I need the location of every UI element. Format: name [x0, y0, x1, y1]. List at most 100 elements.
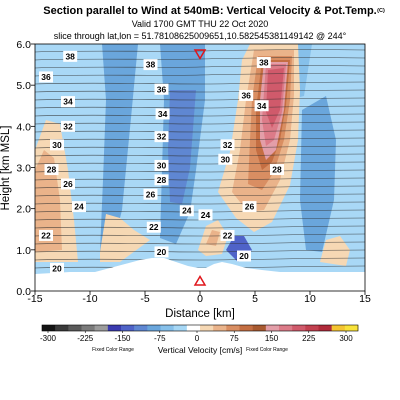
isentrope-contours [35, 49, 365, 285]
colorbar-tick-label: 150 [265, 334, 279, 343]
contour-label: 20 [239, 251, 249, 261]
contour-label-box [220, 229, 235, 241]
colorbar-swatch [147, 325, 161, 331]
contour-label: 26 [63, 179, 73, 189]
colorbar-tick-label: -150 [114, 334, 131, 343]
contour-label: 20 [52, 263, 62, 273]
colorbar-tick-label: 0 [195, 334, 200, 343]
colorbar-tick-label: 75 [230, 334, 239, 343]
contour-label: 38 [65, 51, 75, 61]
contour-label-box [198, 209, 213, 221]
colorbar-swatch [186, 325, 201, 331]
colorbar-swatch [68, 325, 82, 331]
y-tick-label: 6.0 [16, 39, 31, 51]
chart-title: Section parallel to Wind at 540mB: Verti… [43, 5, 376, 17]
y-tick-label: 4.0 [16, 121, 31, 133]
y-tick-label: 2.0 [16, 204, 31, 216]
colorbar-swatch [279, 325, 293, 331]
contour-label: 24 [182, 206, 192, 216]
colorbar-swatch [94, 325, 109, 331]
downdraft-inner-center [168, 90, 196, 204]
x-tick-label: -15 [27, 293, 42, 305]
contour-label-box [218, 153, 233, 165]
contour-label: 32 [63, 121, 73, 131]
colorbar-swatch [81, 325, 95, 331]
contour-label-box [254, 100, 269, 112]
valid-time: Valid 1700 GMT THU 22 Oct 2020 [132, 19, 269, 29]
contour-label-box [50, 139, 64, 151]
copyright-mark: (C) [377, 8, 385, 14]
contour-label-box [61, 178, 75, 190]
triangle-down-marker [193, 49, 207, 61]
colorbar-swatch [252, 325, 267, 331]
contour-label-box [39, 71, 53, 83]
colorbar-swatch [265, 325, 280, 331]
contour-label: 34 [63, 97, 73, 107]
colorbar-swatch [344, 325, 359, 331]
y-tick-label: 5.0 [16, 80, 31, 92]
colorbar-swatch [160, 325, 174, 331]
colorbar-ticks: -300 -225 -150 -75 0 75 150 225 300 [40, 331, 353, 343]
contour-label-box [179, 205, 194, 217]
contour-label-box [72, 201, 86, 213]
contour-label-box [154, 174, 169, 186]
y-axis-ticks: 0.0 1.0 2.0 3.0 4.0 5.0 6.0 [16, 39, 35, 298]
contour-label-box [63, 50, 78, 62]
colorbar-swatch [305, 325, 319, 331]
colorbar-tick-label: -225 [77, 334, 94, 343]
contour-label: 30 [157, 160, 167, 170]
x-tick-label: -5 [140, 293, 149, 305]
colorbar-tick-label: -300 [40, 334, 57, 343]
contour-label-box [39, 229, 53, 241]
contour-label: 30 [52, 140, 62, 150]
colorbar-swatch [200, 325, 214, 331]
contour-label: 22 [41, 230, 51, 240]
x-tick-label: 15 [359, 293, 371, 305]
colorbar-swatch [292, 325, 306, 331]
colorbar-swatch [42, 325, 56, 331]
contour-label-box [44, 164, 59, 176]
colorbar-title: Vertical Velocity [cm/s] [158, 345, 243, 355]
y-tick-label: 1.0 [16, 245, 31, 257]
colorbar-note-left: Fixed Color Range [92, 347, 134, 353]
colorbar-swatch [213, 325, 227, 331]
terrain [35, 258, 365, 291]
contour-label-box [220, 139, 235, 151]
contour-label-box [143, 188, 158, 200]
contour-label: 36 [41, 72, 51, 82]
contour-label: 26 [146, 189, 156, 199]
contour-label-box [154, 246, 169, 258]
colorbar-swatch [173, 325, 188, 331]
triangle-up-marker [193, 274, 207, 286]
colorbar-swatch [318, 325, 332, 331]
contour-label: 36 [157, 84, 167, 94]
colorbar [41, 324, 359, 332]
x-axis-label: Distance [km] [165, 308, 235, 320]
contour-label: 24 [201, 210, 211, 220]
contour-label-box [154, 131, 169, 143]
colorbar-swatch [239, 325, 253, 331]
updraft-lower-left [100, 214, 150, 262]
contour-label: 22 [223, 230, 233, 240]
x-tick-label: -10 [82, 293, 97, 305]
colorbar-tick-label: -75 [154, 334, 166, 343]
colorbar-swatch [107, 325, 122, 331]
contour-label: 36 [241, 90, 251, 100]
contour-label-box [237, 250, 251, 262]
contour-label: 28 [272, 165, 282, 175]
contour-label-box [61, 96, 75, 108]
contour-label-box [61, 120, 75, 132]
contour-label: 26 [245, 202, 255, 212]
contour-label: 34 [158, 109, 168, 119]
contour-label: 24 [74, 202, 84, 212]
contour-label-box [50, 262, 64, 274]
contour-label: 32 [223, 140, 233, 150]
markers-layer [193, 49, 207, 286]
contour-label-box [154, 83, 169, 95]
x-tick-label: 10 [304, 293, 316, 305]
contour-label-box [270, 164, 284, 176]
contour-label: 28 [47, 165, 57, 175]
colorbar-swatch [55, 325, 69, 331]
x-axis-ticks: -15 -10 -5 0 5 10 15 [27, 291, 371, 305]
